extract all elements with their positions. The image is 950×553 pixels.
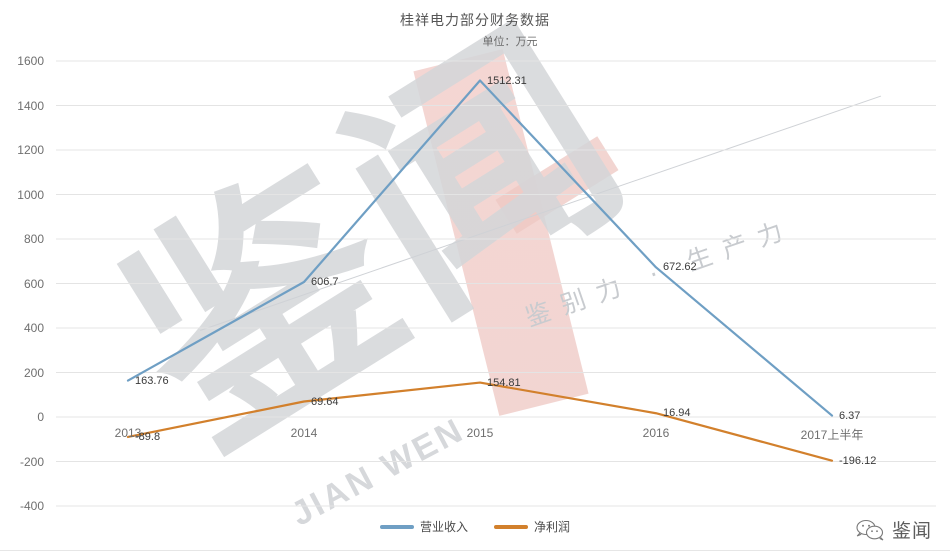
- data-point-label: 16.94: [663, 407, 691, 420]
- series-line: [126, 79, 834, 417]
- legend-item[interactable]: 营业收入: [379, 518, 468, 535]
- data-point-label: 606.7: [311, 276, 339, 288]
- brand-logo: 鉴闻: [855, 516, 932, 543]
- data-point-label: 672.62: [663, 261, 697, 274]
- legend-color-swatch: [494, 524, 528, 529]
- bottom-divider: [0, 550, 950, 551]
- data-point-label: 6.37: [839, 409, 861, 422]
- x-axis-tick-label: 2017上半年: [800, 428, 864, 442]
- y-axis-tick-label: 1600: [17, 54, 44, 68]
- y-axis-tick-label: 200: [23, 365, 44, 380]
- data-point-label: -89.8: [135, 430, 161, 443]
- y-axis-tick-label: 800: [23, 232, 44, 246]
- data-point-label: 1512.31: [487, 74, 527, 87]
- x-axis-tick-label: 2015: [466, 426, 494, 440]
- series-line: [126, 381, 834, 462]
- legend-label: 营业收入: [419, 520, 468, 534]
- y-axis-tick-label: 400: [23, 321, 44, 335]
- data-point-label: 154.81: [487, 376, 521, 389]
- chart-legend: 营业收入 净利润: [0, 518, 950, 535]
- data-point-label: 163.76: [135, 374, 169, 387]
- chart-title: 桂祥电力部分财务数据: [400, 13, 550, 29]
- x-axis-tick-label: 2014: [290, 426, 318, 440]
- legend-label: 净利润: [534, 520, 571, 534]
- y-axis-tick-label: -200: [19, 454, 44, 469]
- y-axis-tick-label: 1000: [17, 187, 44, 202]
- y-axis-tick-label: 1400: [17, 98, 44, 113]
- wechat-logo-icon: [856, 519, 884, 540]
- legend-color-swatch: [379, 524, 414, 529]
- x-axis-tick-label: 2016: [642, 426, 670, 440]
- data-point-label: 69.64: [311, 395, 339, 408]
- y-axis-tick-label: 1200: [17, 143, 44, 157]
- chart-subtitle: 单位：万元: [482, 35, 538, 48]
- legend-item[interactable]: 净利润: [494, 518, 570, 535]
- brand-name: 鉴闻: [891, 520, 932, 542]
- y-axis-tick-label: 600: [23, 276, 44, 291]
- x-axis-tick-label: 2013: [114, 426, 142, 440]
- y-axis-tick-label: -400: [19, 499, 44, 513]
- y-axis-tick-label: 0: [37, 410, 44, 424]
- data-point-label: -196.12: [839, 454, 877, 467]
